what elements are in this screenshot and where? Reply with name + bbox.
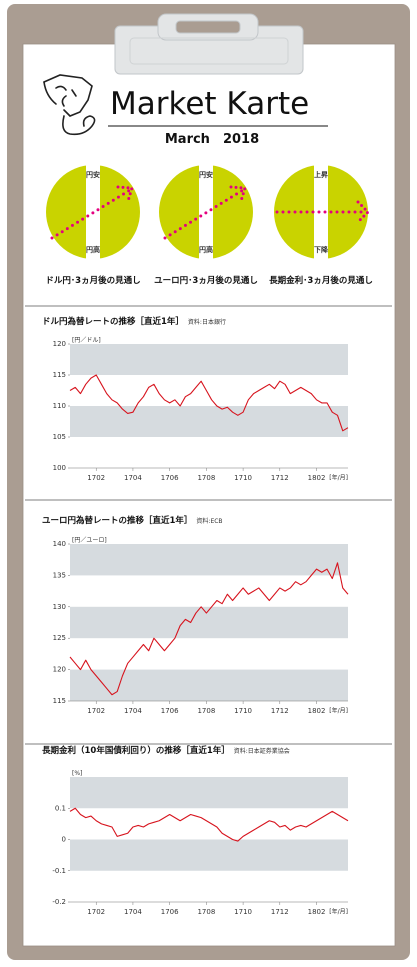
forecast-bottom: 円高 [199,245,213,254]
x-tick-label: 1710 [234,707,252,715]
x-tick-label: 1704 [124,474,142,482]
x-unit: [年/月] [329,474,348,482]
band [70,406,348,437]
y-tick-label: 100 [53,464,66,472]
x-unit: [年/月] [329,908,348,916]
chart-source: 資料:日本証券業協会 [234,747,290,755]
x-unit: [年/月] [329,707,348,715]
y-tick-label: 120 [53,666,66,674]
y-tick-label: 0.1 [55,804,66,812]
data-line [69,562,349,696]
chart-source: 資料:ECB [196,517,222,525]
x-tick-label: 1704 [124,908,142,916]
x-tick-label: 1802 [308,707,326,715]
forecast-top: 円安 [199,170,213,179]
x-tick-label: 1712 [271,908,289,916]
x-tick-label: 1710 [234,474,252,482]
data-line [69,374,349,432]
forecast-label: ユーロ円･3ヵ月後の見通し [154,275,258,286]
data-line [69,807,349,842]
forecast-label: ドル円･3ヵ月後の見通し [45,275,140,286]
band [70,606,348,639]
y-unit: [円／ユーロ] [72,537,107,544]
y-tick-label: 110 [53,402,66,410]
y-tick-label: 140 [53,540,66,548]
y-tick-label: 115 [53,371,66,379]
band [70,839,348,871]
chart-title: ドル円為替レートの推移［直近1年］ [42,316,184,327]
y-tick-label: -0.1 [52,867,66,875]
x-tick-label: 1708 [197,707,215,715]
x-tick-label: 1704 [124,707,142,715]
x-tick-label: 1802 [308,908,326,916]
y-tick-label: 105 [53,433,66,441]
x-tick-label: 1708 [197,474,215,482]
band [70,344,348,375]
y-tick-label: 130 [53,603,66,611]
y-tick-label: 0 [62,836,66,844]
y-tick-label: 125 [53,634,66,642]
forecast-top: 上昇 [314,170,328,179]
forecast-1: 円安 円高 ドル円･3ヵ月後の見通し [45,162,141,286]
chart-title: ユーロ円為替レートの推移［直近1年］ [42,515,192,526]
x-tick-label: 1706 [161,908,179,916]
forecast-2: 円安 円高 ユーロ円･3ヵ月後の見通し [154,162,258,286]
x-tick-label: 1802 [308,474,326,482]
forecast-label: 長期金利･3ヵ月後の見通し [269,275,373,286]
y-tick-label: 135 [53,571,66,579]
y-unit: [%] [72,770,82,777]
forecast-bottom: 下降 [314,245,329,254]
x-tick-label: 1702 [87,474,105,482]
x-tick-label: 1708 [197,908,215,916]
logo [43,74,96,136]
header-title: Market Karte [110,86,309,122]
header-date: March 2018 [165,132,259,147]
x-tick-label: 1702 [87,908,105,916]
x-tick-label: 1712 [271,474,289,482]
y-tick-label: 115 [53,697,66,705]
clip [114,13,304,75]
chart-source: 資料:日本銀行 [188,318,226,326]
band [70,544,348,576]
y-unit: [円／ドル] [72,337,101,344]
forecast-3: 上昇 下降 長期金利･3ヵ月後の見通し [269,162,373,286]
forecast-bottom: 円高 [86,245,100,254]
chart-title: 長期金利（10年国債利回り）の推移［直近1年］ [42,745,230,756]
x-tick-label: 1706 [161,707,179,715]
x-tick-label: 1710 [234,908,252,916]
forecast-top: 円安 [86,170,100,179]
y-tick-label: 120 [53,340,66,348]
band [70,777,348,809]
x-tick-label: 1702 [87,707,105,715]
x-tick-label: 1706 [161,474,179,482]
band [70,669,348,701]
x-tick-label: 1712 [271,707,289,715]
y-tick-label: -0.2 [52,898,66,906]
